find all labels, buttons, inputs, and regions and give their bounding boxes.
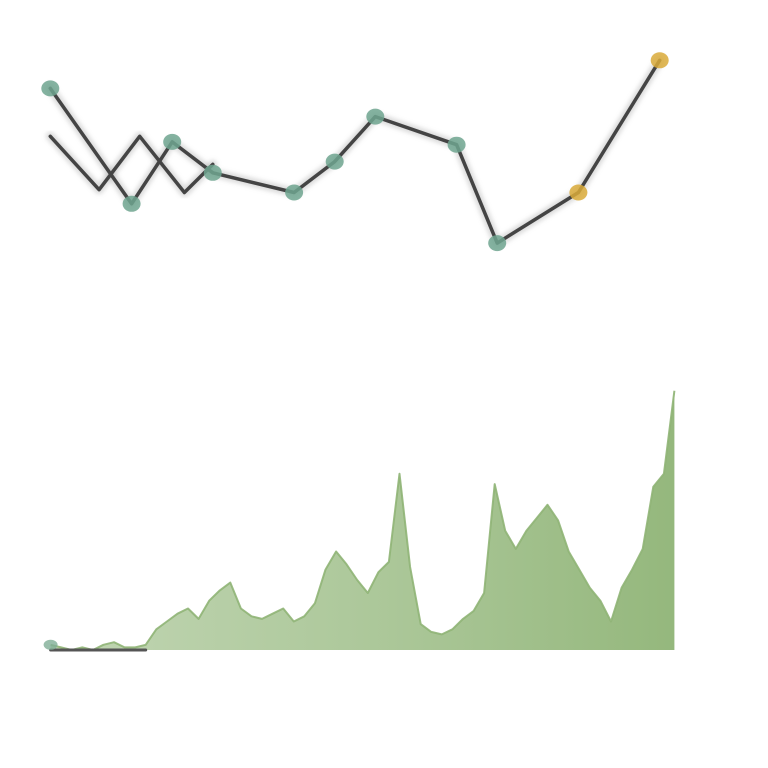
line-point-6 [366,108,385,125]
area-start-point [43,639,58,650]
line-point-0 [41,80,60,97]
area-chart [43,390,676,652]
line-series-secondary [48,134,215,195]
area-series-fill [50,390,675,650]
line-chart [41,52,669,252]
line-point-2 [163,133,182,150]
line-point-4 [285,184,304,201]
line-point-10 [650,52,669,69]
area-series-edge [50,390,676,651]
line-point-9 [569,184,588,201]
line-point-8 [488,235,507,252]
line-point-1 [122,195,141,212]
line-point-5 [325,153,344,170]
line-point-7 [447,136,466,153]
line-point-3 [203,164,222,181]
